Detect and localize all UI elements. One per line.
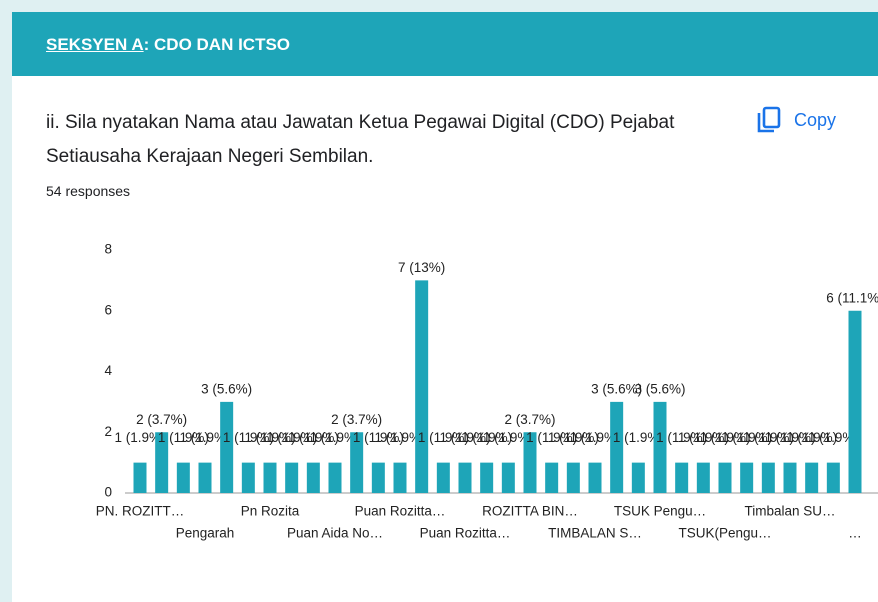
x-tick-label: Pengarah [176,526,235,541]
section-title: SEKSYEN A: CDO DAN ICTSO [46,35,290,55]
bar [241,462,255,493]
y-tick-label: 2 [104,424,112,439]
bar [155,432,169,493]
copy-label: Copy [794,109,837,130]
bar [501,462,515,493]
question: ii. Sila nyatakan Nama atau Jawatan Ketu… [46,112,675,167]
data-label: 1 (1.9%) [439,430,490,445]
data-label: 1 (1.9%) [808,430,859,445]
x-tick-label: ROZITTA BIN… [482,504,578,519]
data-label: 1 (1.9%) [179,430,230,445]
copy-icon [757,106,781,133]
x-tick-label: Pn Rozita [241,504,300,519]
data-label: 1 (1.9%) [483,430,534,445]
y-tick-label: 6 [104,302,112,317]
data-label: 1 (1.9%) [656,430,707,445]
data-label: 1 (1.9%) [743,430,794,445]
x-tick-label: Timbalan SU… [744,504,835,519]
data-label: 2 (3.7%) [504,412,555,427]
bar [696,462,710,493]
title-rest: : CDO DAN ICTSO [143,35,291,54]
data-label: 1 (1.9%) [309,430,360,445]
title-underlined: SEKSYEN A [46,35,144,54]
y-tick-label: 4 [104,363,112,378]
card: SEKSYEN A: CDO DAN ICTSO ii. Sila nyatak… [12,12,878,602]
bar [306,462,320,493]
bar [328,462,342,493]
x-tick-label: Puan Rozitta… [420,526,511,541]
bar [415,280,429,493]
data-label: 3 (5.6%) [591,381,642,396]
bar [675,462,689,493]
bar [805,462,819,493]
section-header: SEKSYEN A: CDO DAN ICTSO [12,12,878,76]
data-label: 1 (1.9%) [613,430,664,445]
data-label: 1 (1.9%) [678,430,729,445]
data-label: 2 (3.7%) [136,412,187,427]
data-label: 1 (1.9%) [569,430,620,445]
bar [826,462,840,493]
bar [285,462,299,493]
data-label: 6 (11.1%) [826,290,878,305]
bar [436,462,450,493]
bar [176,462,190,493]
copy-button[interactable]: Copy [756,106,836,134]
bar [848,310,862,493]
x-tick-label: Puan Rozitta… [355,504,446,519]
bar [523,432,537,493]
x-tick-label: PN. ROZITT… [96,504,185,519]
data-label: 1 (1.9%) [699,430,750,445]
bar [566,462,580,493]
x-tick-label: TSUK Pengu… [614,504,706,519]
data-label: 1 (1.9%) [786,430,837,445]
x-tick-label: … [848,526,862,541]
bar [631,462,645,493]
data-label: 1 (1.9%) [418,430,469,445]
bar [545,462,559,493]
data-label: 1 (1.9%) [764,430,815,445]
data-label: 1 (1.9%) [461,430,512,445]
bar [588,462,602,493]
data-label: 1 (1.9%) [374,430,425,445]
bar [653,401,667,493]
data-label: 3 (5.6%) [201,381,252,396]
bar [761,462,775,493]
x-tick-label: TSUK(Pengu… [678,526,771,541]
data-label: 1 (1.9%) [266,430,317,445]
data-label: 1 (1.9%) [114,430,165,445]
bar [263,462,277,493]
x-tick-label: TIMBALAN S… [548,526,642,541]
response-count: 54 responses [46,183,131,199]
data-label: 7 (13%) [398,260,445,275]
bar [740,462,754,493]
data-label: 1 (1.9%) [244,430,295,445]
bar [458,462,472,493]
y-tick-label: 0 [104,485,112,500]
data-label: 1 (1.9%) [288,430,339,445]
data-label: 1 (1.9%) [223,430,274,445]
bar [220,401,234,493]
data-label: 1 (1.9%) [353,430,404,445]
data-label: 2 (3.7%) [331,412,382,427]
data-label: 3 (5.6%) [634,381,685,396]
x-tick-label: Puan Aida No… [287,526,383,541]
bar [480,462,494,493]
bar [783,462,797,493]
bar [133,462,147,493]
data-label: 1 (1.9%) [526,430,577,445]
bar [350,432,364,493]
bar [198,462,212,493]
y-tick-label: 8 [104,242,112,257]
bar [610,401,624,493]
bar [393,462,407,493]
data-label: 1 (1.9%) [158,430,209,445]
bar [718,462,732,493]
data-label: 1 (1.9%) [721,430,772,445]
bar [371,462,385,493]
data-label: 1 (1.9%) [548,430,599,445]
